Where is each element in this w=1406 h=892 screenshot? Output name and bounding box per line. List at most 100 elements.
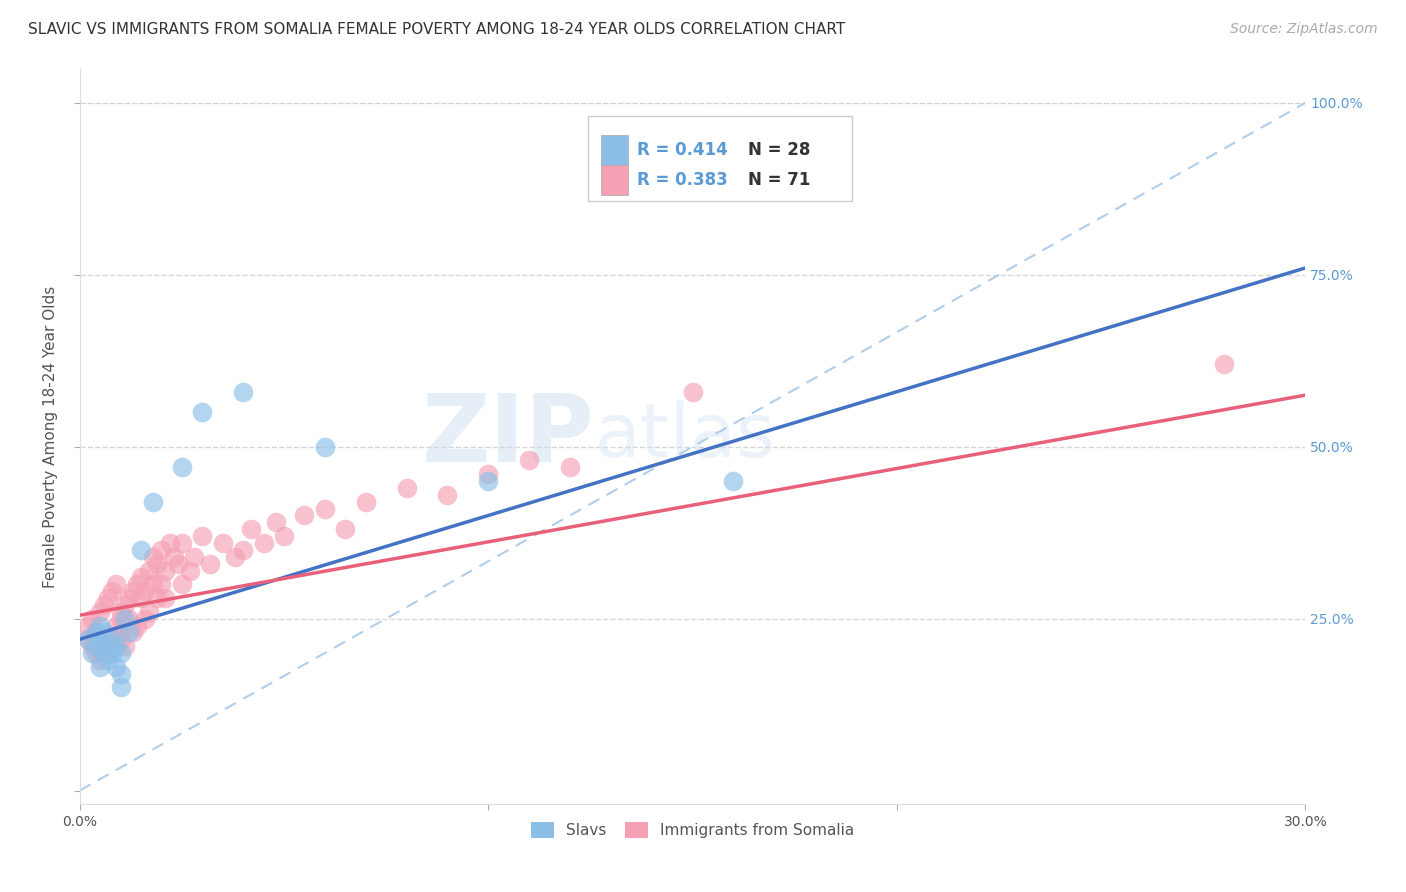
Bar bbox=[600, 136, 627, 165]
Point bbox=[80, 646, 103, 660]
Point bbox=[114, 612, 136, 626]
Point bbox=[80, 612, 103, 626]
Point bbox=[84, 625, 107, 640]
Point bbox=[84, 625, 107, 640]
Point bbox=[558, 460, 581, 475]
Point bbox=[76, 632, 98, 647]
Point bbox=[125, 618, 148, 632]
Point bbox=[477, 474, 499, 488]
Point bbox=[477, 467, 499, 482]
Point bbox=[150, 542, 173, 557]
Point bbox=[118, 612, 141, 626]
Point bbox=[89, 653, 111, 667]
Point bbox=[273, 529, 295, 543]
Point bbox=[134, 584, 156, 599]
Point bbox=[76, 632, 98, 647]
Point bbox=[264, 516, 287, 530]
Point bbox=[105, 639, 128, 653]
Point bbox=[97, 646, 120, 660]
Point bbox=[97, 639, 120, 653]
Text: atlas: atlas bbox=[595, 400, 776, 473]
Point bbox=[110, 625, 132, 640]
Point bbox=[101, 632, 124, 647]
Point bbox=[110, 605, 132, 619]
Point bbox=[224, 549, 246, 564]
Point bbox=[150, 577, 173, 591]
Point bbox=[138, 605, 160, 619]
Point bbox=[89, 605, 111, 619]
Point bbox=[129, 570, 152, 584]
Point bbox=[118, 591, 141, 605]
Point bbox=[142, 494, 165, 508]
Point bbox=[93, 646, 115, 660]
Point bbox=[723, 474, 745, 488]
Point bbox=[240, 522, 263, 536]
Point bbox=[89, 660, 111, 674]
Point bbox=[170, 577, 193, 591]
Point bbox=[125, 577, 148, 591]
Point bbox=[191, 405, 214, 419]
Point bbox=[1212, 357, 1234, 371]
Point bbox=[142, 549, 165, 564]
Point bbox=[101, 646, 124, 660]
Point bbox=[142, 577, 165, 591]
Point bbox=[93, 598, 115, 612]
Point bbox=[395, 481, 418, 495]
Legend: Slavs, Immigrants from Somalia: Slavs, Immigrants from Somalia bbox=[524, 816, 860, 845]
Point bbox=[105, 660, 128, 674]
Point bbox=[97, 653, 120, 667]
Point bbox=[179, 564, 201, 578]
Text: R = 0.383: R = 0.383 bbox=[637, 170, 728, 189]
Point bbox=[138, 564, 160, 578]
Point bbox=[129, 542, 152, 557]
Point bbox=[436, 488, 458, 502]
Point bbox=[93, 639, 115, 653]
Point bbox=[162, 549, 184, 564]
Point bbox=[118, 625, 141, 640]
Point bbox=[155, 591, 177, 605]
Point bbox=[121, 625, 143, 640]
Point bbox=[110, 632, 132, 647]
Point bbox=[191, 529, 214, 543]
Point bbox=[517, 453, 540, 467]
Point bbox=[76, 618, 98, 632]
Point bbox=[110, 666, 132, 681]
Point bbox=[110, 612, 132, 626]
Point bbox=[232, 542, 254, 557]
Point bbox=[114, 639, 136, 653]
Text: N = 28: N = 28 bbox=[748, 141, 810, 159]
Y-axis label: Female Poverty Among 18-24 Year Olds: Female Poverty Among 18-24 Year Olds bbox=[44, 285, 58, 588]
FancyBboxPatch shape bbox=[588, 116, 852, 201]
Point bbox=[682, 384, 704, 399]
Point bbox=[155, 564, 177, 578]
Point bbox=[84, 639, 107, 653]
Point bbox=[110, 681, 132, 695]
Point bbox=[314, 440, 336, 454]
Point bbox=[354, 494, 377, 508]
Point bbox=[159, 536, 181, 550]
Point bbox=[105, 577, 128, 591]
Point bbox=[110, 646, 132, 660]
Point bbox=[170, 536, 193, 550]
Bar bbox=[600, 165, 627, 194]
Point bbox=[146, 591, 169, 605]
Text: R = 0.414: R = 0.414 bbox=[637, 141, 728, 159]
Point bbox=[84, 646, 107, 660]
Point bbox=[89, 632, 111, 647]
Point bbox=[200, 557, 222, 571]
Point bbox=[129, 591, 152, 605]
Point bbox=[166, 557, 188, 571]
Text: Source: ZipAtlas.com: Source: ZipAtlas.com bbox=[1230, 22, 1378, 37]
Point bbox=[335, 522, 357, 536]
Point bbox=[121, 584, 143, 599]
Point bbox=[97, 591, 120, 605]
Point bbox=[89, 632, 111, 647]
Point bbox=[232, 384, 254, 399]
Point bbox=[114, 598, 136, 612]
Text: SLAVIC VS IMMIGRANTS FROM SOMALIA FEMALE POVERTY AMONG 18-24 YEAR OLDS CORRELATI: SLAVIC VS IMMIGRANTS FROM SOMALIA FEMALE… bbox=[28, 22, 845, 37]
Point bbox=[314, 501, 336, 516]
Point bbox=[105, 618, 128, 632]
Text: N = 71: N = 71 bbox=[748, 170, 810, 189]
Point bbox=[183, 549, 205, 564]
Point bbox=[211, 536, 233, 550]
